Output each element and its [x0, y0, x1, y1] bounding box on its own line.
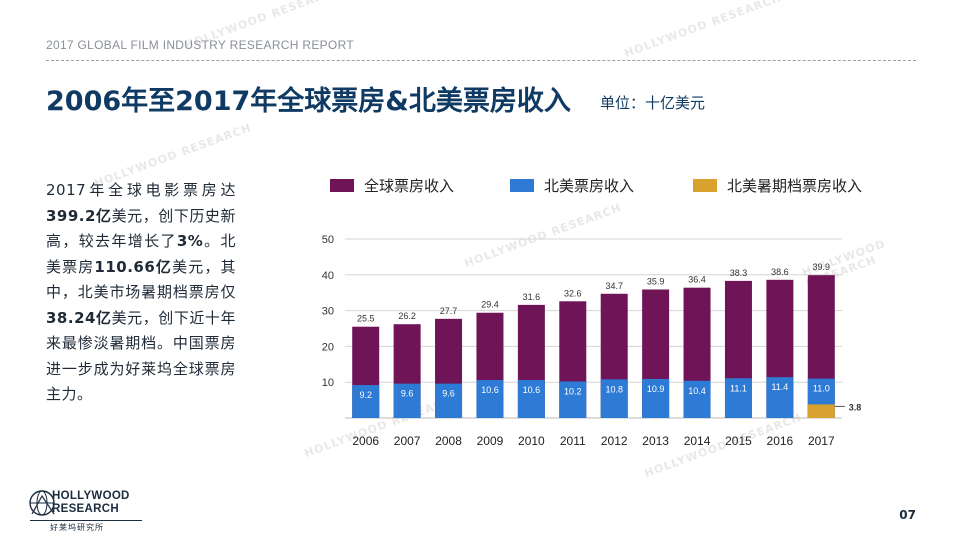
y-tick-label: 20 — [322, 341, 334, 353]
data-label-global: 39.9 — [813, 262, 831, 272]
x-tick-label: 2016 — [767, 434, 794, 448]
x-tick-label: 2006 — [352, 434, 379, 448]
legend-label-summer: 北美暑期档票房收入 — [727, 177, 863, 195]
data-label-global: 27.7 — [440, 306, 458, 316]
data-label-global: 29.4 — [481, 300, 499, 310]
logo: HOLLYWOOD RESEARCH 好莱坞研究所 — [26, 488, 156, 533]
data-label-na: 10.2 — [564, 386, 582, 396]
description-highlight: 38.24亿 — [46, 308, 112, 327]
x-tick-label: 2008 — [435, 434, 462, 448]
data-label-global: 34.7 — [605, 281, 623, 291]
x-tick-label: 2011 — [560, 434, 586, 448]
description-text: 2017年全球电影票房达 399.2亿美元，创下历史新高，较去年增长了3%。北美票… — [46, 178, 236, 408]
legend-swatch-na — [510, 179, 534, 192]
data-label-global: 26.2 — [398, 311, 416, 321]
x-tick-label: 2012 — [601, 434, 628, 448]
data-label-na: 10.8 — [605, 384, 623, 394]
description-run: 2017年全球电影票房达 — [46, 181, 236, 199]
bar-summer — [807, 404, 835, 418]
data-label-global: 38.6 — [771, 267, 789, 277]
logo-divider — [30, 520, 142, 521]
y-tick-label: 50 — [322, 234, 334, 246]
logo-text: HOLLYWOOD — [52, 490, 130, 502]
description-highlight: 110.66亿 — [94, 257, 173, 276]
data-label-na: 10.6 — [523, 385, 541, 395]
data-label-global: 35.9 — [647, 276, 665, 286]
data-label-na: 9.6 — [401, 389, 414, 399]
legend-label-global: 全球票房收入 — [364, 177, 455, 195]
y-tick-label: 10 — [322, 377, 334, 389]
data-label-global: 31.6 — [523, 292, 541, 302]
x-tick-label: 2010 — [518, 434, 545, 448]
data-label-summer: 3.8 — [849, 402, 862, 412]
legend-swatch-global — [330, 179, 354, 192]
logo-text: RESEARCH — [52, 503, 119, 515]
data-label-na: 10.4 — [688, 386, 706, 396]
header-divider — [46, 60, 916, 61]
data-label-global: 25.5 — [357, 314, 375, 324]
data-label-na: 9.2 — [359, 390, 372, 400]
data-label-na: 11.4 — [771, 382, 788, 392]
bar-na — [435, 383, 463, 418]
bar-na — [393, 383, 421, 418]
data-label-na: 11.0 — [813, 384, 830, 394]
data-label-global: 32.6 — [564, 288, 582, 298]
description-run: 美元，创下近十年来最惨淡暑期档。中国票房进一步成为好莱坞全球票房主力。 — [46, 308, 236, 404]
x-tick-label: 2015 — [725, 434, 752, 448]
page-number: 07 — [899, 508, 916, 522]
description-highlight: 399.2亿 — [46, 206, 112, 225]
logo-globe-icon — [29, 490, 55, 516]
bar-na — [724, 378, 752, 418]
description-run: 美元，创下历史新高，较去年增长了 — [46, 206, 236, 251]
bar-na — [600, 379, 628, 418]
data-label-na: 10.6 — [481, 385, 499, 395]
x-tick-label: 2017 — [808, 434, 835, 448]
description-run: 。北美票房 — [46, 232, 236, 276]
description-run: 美元，其中，北美市场暑期档票房仅 — [46, 257, 236, 302]
report-label: 2017 GLOBAL FILM INDUSTRY RESEARCH REPOR… — [46, 38, 354, 52]
unit-label: 单位：十亿美元 — [600, 94, 706, 112]
legend-item-summer: 北美暑期档票房收入 — [693, 175, 862, 196]
bar-na — [683, 380, 711, 418]
x-tick-label: 2014 — [684, 434, 711, 448]
description-highlight: 3% — [176, 232, 204, 250]
data-label-global: 36.4 — [688, 275, 706, 285]
page-title: 2006年至2017年全球票房&北美票房收入 — [46, 86, 571, 117]
bar-na — [559, 381, 587, 418]
y-tick-label: 40 — [322, 270, 334, 282]
bar-na — [642, 378, 670, 418]
x-tick-label: 2007 — [394, 434, 421, 448]
bar-na — [766, 377, 794, 418]
bar-na — [352, 385, 380, 418]
x-tick-label: 2013 — [642, 434, 669, 448]
bar-na — [476, 380, 504, 418]
legend-label-na: 北美票房收入 — [544, 177, 635, 195]
x-tick-label: 2009 — [477, 434, 504, 448]
data-label-na: 10.9 — [647, 384, 665, 394]
y-tick-label: 30 — [322, 306, 334, 318]
logo-subtext: 好莱坞研究所 — [50, 523, 104, 532]
data-label-global: 38.3 — [730, 268, 748, 278]
bar-na — [517, 380, 545, 418]
data-label-na: 9.6 — [442, 389, 455, 399]
legend-item-na: 北美票房收入 — [510, 175, 634, 196]
legend-swatch-summer — [693, 179, 717, 192]
legend-item-global: 全球票房收入 — [330, 175, 454, 196]
data-label-na: 11.1 — [730, 383, 747, 393]
